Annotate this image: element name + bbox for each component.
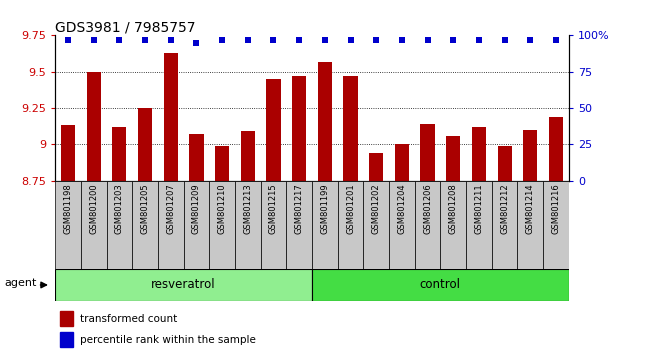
Bar	[287, 181, 312, 269]
Text: GSM801209: GSM801209	[192, 183, 201, 234]
Bar	[209, 181, 235, 269]
Text: GDS3981 / 7985757: GDS3981 / 7985757	[55, 20, 196, 34]
Bar	[472, 127, 486, 181]
Bar	[138, 108, 152, 181]
Bar	[240, 131, 255, 181]
Text: GSM801216: GSM801216	[551, 183, 560, 234]
Bar	[55, 269, 312, 301]
Bar	[369, 153, 384, 181]
Text: GSM801200: GSM801200	[89, 183, 98, 234]
Bar	[343, 76, 358, 181]
Bar	[466, 181, 492, 269]
Text: GSM801206: GSM801206	[423, 183, 432, 234]
Bar	[86, 72, 101, 181]
Point	[422, 37, 433, 42]
Bar	[446, 136, 460, 181]
Text: GSM801204: GSM801204	[397, 183, 406, 234]
Point	[88, 37, 99, 42]
Bar	[395, 144, 409, 181]
Point	[551, 37, 561, 42]
Point	[114, 37, 125, 42]
Bar	[60, 311, 73, 326]
Bar	[266, 79, 281, 181]
Point	[294, 37, 304, 42]
Point	[191, 40, 202, 45]
Point	[474, 37, 484, 42]
Bar	[421, 124, 435, 181]
Bar	[312, 269, 569, 301]
Bar	[543, 181, 569, 269]
Text: control: control	[420, 279, 461, 291]
Bar	[312, 181, 338, 269]
Text: agent: agent	[5, 278, 37, 289]
Point	[448, 37, 458, 42]
Bar	[158, 181, 183, 269]
Text: GSM801205: GSM801205	[140, 183, 150, 234]
Text: GSM801212: GSM801212	[500, 183, 509, 234]
Bar	[363, 181, 389, 269]
Bar	[492, 181, 517, 269]
Point	[217, 37, 228, 42]
Bar	[133, 181, 158, 269]
Point	[499, 37, 510, 42]
Bar	[318, 62, 332, 181]
Text: percentile rank within the sample: percentile rank within the sample	[80, 335, 255, 345]
Text: GSM801217: GSM801217	[294, 183, 304, 234]
Bar	[389, 181, 415, 269]
Point	[166, 37, 176, 42]
Point	[371, 37, 382, 42]
Bar	[235, 181, 261, 269]
Bar	[523, 130, 538, 181]
Text: GSM801208: GSM801208	[448, 183, 458, 234]
Point	[396, 37, 407, 42]
Bar	[517, 181, 543, 269]
Bar	[441, 181, 466, 269]
Bar	[292, 76, 306, 181]
Point	[63, 37, 73, 42]
Text: GSM801214: GSM801214	[526, 183, 535, 234]
Text: GSM801199: GSM801199	[320, 183, 330, 234]
Bar	[112, 127, 127, 181]
Text: resveratrol: resveratrol	[151, 279, 216, 291]
Point	[140, 37, 150, 42]
Text: GSM801213: GSM801213	[243, 183, 252, 234]
Bar	[61, 125, 75, 181]
Text: GSM801202: GSM801202	[372, 183, 381, 234]
Bar	[81, 181, 107, 269]
Point	[268, 37, 279, 42]
Point	[242, 37, 253, 42]
Text: transformed count: transformed count	[80, 314, 177, 324]
Bar	[107, 181, 133, 269]
Bar	[60, 332, 73, 347]
Text: GSM801210: GSM801210	[218, 183, 227, 234]
Bar	[183, 181, 209, 269]
Point	[525, 37, 536, 42]
Bar	[261, 181, 286, 269]
Bar	[164, 53, 178, 181]
Bar	[215, 146, 229, 181]
Bar	[497, 146, 512, 181]
Point	[320, 37, 330, 42]
Text: GSM801201: GSM801201	[346, 183, 355, 234]
Point	[345, 37, 356, 42]
Text: GSM801203: GSM801203	[115, 183, 124, 234]
Bar	[338, 181, 363, 269]
Text: GSM801215: GSM801215	[269, 183, 278, 234]
Bar	[189, 134, 203, 181]
Bar	[415, 181, 441, 269]
Text: GSM801211: GSM801211	[474, 183, 484, 234]
Bar	[549, 117, 563, 181]
Text: GSM801207: GSM801207	[166, 183, 176, 234]
Text: GSM801198: GSM801198	[64, 183, 73, 234]
Bar	[55, 181, 81, 269]
